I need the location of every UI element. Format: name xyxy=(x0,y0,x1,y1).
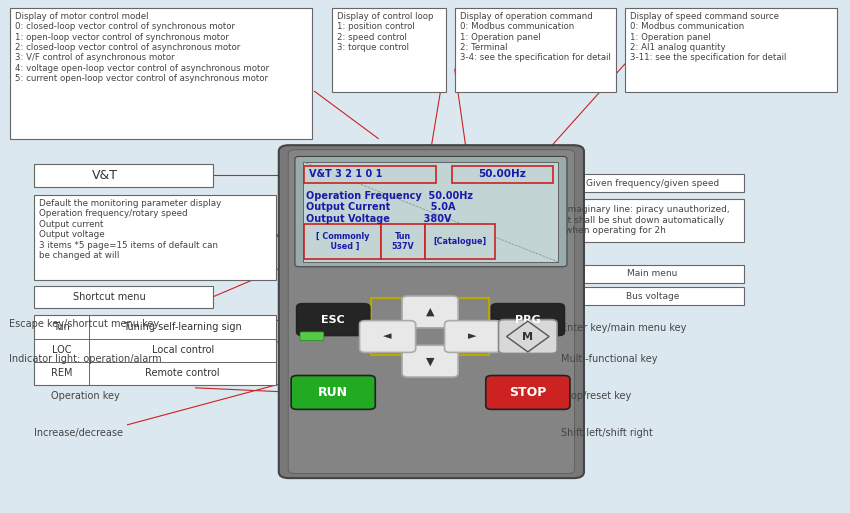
FancyBboxPatch shape xyxy=(291,376,375,409)
Text: Increase/decrease: Increase/decrease xyxy=(34,428,123,439)
Text: RUN: RUN xyxy=(318,386,348,399)
FancyBboxPatch shape xyxy=(561,174,744,192)
FancyBboxPatch shape xyxy=(452,166,552,183)
Text: [ Commonly
  Used ]: [ Commonly Used ] xyxy=(316,232,369,251)
FancyBboxPatch shape xyxy=(491,304,564,336)
Text: Stop/reset key: Stop/reset key xyxy=(561,391,632,401)
FancyBboxPatch shape xyxy=(425,224,495,259)
FancyBboxPatch shape xyxy=(455,8,616,92)
FancyBboxPatch shape xyxy=(300,332,324,341)
Text: Display of control loop
1: position control
2: speed control
3: torque control: Display of control loop 1: position cont… xyxy=(337,12,434,52)
FancyBboxPatch shape xyxy=(625,8,837,92)
FancyBboxPatch shape xyxy=(360,321,416,352)
Text: Main menu: Main menu xyxy=(627,269,677,278)
Text: Tun: Tun xyxy=(54,322,70,332)
Text: LOC: LOC xyxy=(52,345,71,355)
Text: Indicator light: operation/alarm: Indicator light: operation/alarm xyxy=(8,354,162,364)
Text: Tuning self-learning sign: Tuning self-learning sign xyxy=(123,322,242,332)
Text: ►: ► xyxy=(468,331,477,342)
Text: Escape key/shortcut menu key: Escape key/shortcut menu key xyxy=(8,319,159,329)
FancyBboxPatch shape xyxy=(288,150,575,473)
Text: Shift left/shift right: Shift left/shift right xyxy=(561,428,653,439)
FancyBboxPatch shape xyxy=(381,224,425,259)
Text: 50.00Hz: 50.00Hz xyxy=(479,169,526,179)
Text: Given frequency/given speed: Given frequency/given speed xyxy=(586,179,719,188)
Text: PRG: PRG xyxy=(515,314,541,325)
Text: Bus voltage: Bus voltage xyxy=(626,292,679,301)
Text: ESC: ESC xyxy=(321,314,345,325)
Text: Multi-functional key: Multi-functional key xyxy=(561,354,658,364)
Text: ▲: ▲ xyxy=(426,307,434,317)
Text: Display of motor control model
0: closed-loop vector control of synchronous moto: Display of motor control model 0: closed… xyxy=(15,12,269,83)
Text: Default the monitoring parameter display
Operation frequency/rotary speed
Output: Default the monitoring parameter display… xyxy=(39,199,221,260)
Text: Enter key/main menu key: Enter key/main menu key xyxy=(561,323,686,333)
Text: Remote control: Remote control xyxy=(145,368,220,378)
Text: Tun
537V: Tun 537V xyxy=(392,232,414,251)
FancyBboxPatch shape xyxy=(402,296,458,328)
FancyBboxPatch shape xyxy=(303,162,558,262)
FancyBboxPatch shape xyxy=(561,265,744,283)
Text: Output Current            5.0A: Output Current 5.0A xyxy=(306,202,456,212)
FancyBboxPatch shape xyxy=(445,321,501,352)
Text: STOP: STOP xyxy=(509,386,547,399)
FancyBboxPatch shape xyxy=(34,164,212,187)
Text: ▼: ▼ xyxy=(426,356,434,366)
FancyBboxPatch shape xyxy=(304,166,436,183)
Text: Display of speed command source
0: Modbus communication
1: Operation panel
2: AI: Display of speed command source 0: Modbu… xyxy=(630,12,786,63)
Text: Output Voltage          380V: Output Voltage 380V xyxy=(306,213,451,224)
Text: ◄: ◄ xyxy=(383,331,392,342)
Text: Shortcut menu: Shortcut menu xyxy=(72,292,145,302)
FancyBboxPatch shape xyxy=(486,376,570,409)
Text: V&T: V&T xyxy=(93,169,118,182)
FancyBboxPatch shape xyxy=(402,345,458,377)
FancyBboxPatch shape xyxy=(332,8,446,92)
FancyBboxPatch shape xyxy=(34,286,212,308)
Text: [Catalogue]: [Catalogue] xyxy=(434,237,486,246)
Text: V&T 3 2 1 0 1: V&T 3 2 1 0 1 xyxy=(309,169,382,179)
Text: Display of operation command
0: Modbus communication
1: Operation panel
2: Termi: Display of operation command 0: Modbus c… xyxy=(460,12,610,63)
FancyBboxPatch shape xyxy=(10,8,312,139)
FancyBboxPatch shape xyxy=(561,287,744,305)
FancyBboxPatch shape xyxy=(279,145,584,478)
FancyBboxPatch shape xyxy=(295,156,567,267)
FancyBboxPatch shape xyxy=(304,224,381,259)
Text: Operation Frequency  50.00Hz: Operation Frequency 50.00Hz xyxy=(306,191,473,201)
FancyBboxPatch shape xyxy=(34,315,276,385)
Text: Local control: Local control xyxy=(151,345,214,355)
FancyBboxPatch shape xyxy=(498,320,557,353)
Text: REM: REM xyxy=(51,368,72,378)
Text: M: M xyxy=(523,331,533,342)
Text: Imaginary line: piracy unauthorized,
it shall be shut down automatically
when op: Imaginary line: piracy unauthorized, it … xyxy=(565,205,730,235)
FancyBboxPatch shape xyxy=(297,304,370,336)
Text: Operation key: Operation key xyxy=(51,391,120,401)
FancyBboxPatch shape xyxy=(561,199,744,242)
FancyBboxPatch shape xyxy=(34,195,276,280)
